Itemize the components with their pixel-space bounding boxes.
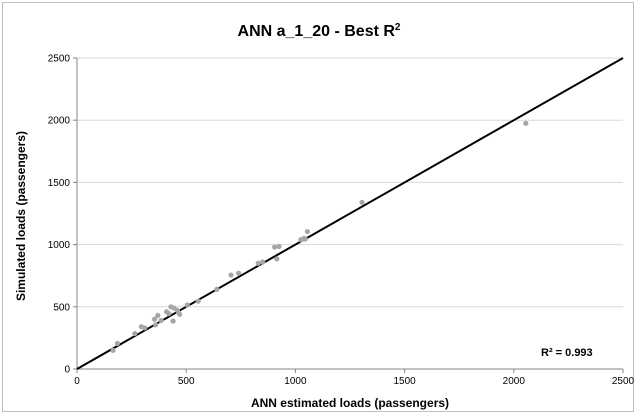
data-point [274, 256, 280, 262]
identity-line [76, 57, 624, 370]
data-point [170, 318, 176, 324]
y-axis-title: Simulated loads (passengers) [14, 131, 28, 301]
y-tick-label: 1000 [48, 240, 71, 251]
data-point [523, 120, 529, 126]
data-point [260, 259, 266, 265]
data-point [151, 316, 158, 322]
y-tick-label: 2000 [48, 116, 71, 127]
axes [73, 57, 624, 373]
x-tick-label: 1500 [393, 376, 416, 387]
x-tick-label: 0 [74, 376, 80, 387]
y-tick-label: 0 [64, 365, 70, 376]
reference-line [76, 57, 624, 370]
data-point [272, 244, 278, 250]
data-point [236, 270, 242, 276]
data-point [184, 302, 190, 308]
data-point [158, 317, 164, 324]
y-tick-label: 1500 [48, 178, 71, 189]
chart-frame: ANN a_1_20 - Best R2 0 500 1000 1500 2000 250… [2, 2, 635, 412]
data-point [153, 322, 159, 328]
x-tick-label: 500 [178, 376, 195, 387]
data-point [114, 340, 121, 347]
data-point [214, 286, 220, 292]
data-point [166, 311, 172, 317]
chart-title: ANN a_1_20 - Best R2 [238, 22, 401, 40]
y-tick-label: 2500 [48, 54, 71, 65]
data-point [304, 228, 311, 235]
data-point [142, 325, 148, 331]
scatter-chart: ANN a_1_20 - Best R2 0500100015002000250… [14, 22, 635, 410]
y-tick-label: 500 [53, 302, 70, 313]
title-superscript: 2 [395, 22, 401, 33]
data-point [276, 243, 282, 250]
tick-labels: 0 500 1000 1500 2000 2500 0 500 1000 1500 2000 2500 [48, 54, 635, 388]
data-point [228, 272, 234, 278]
x-tick-label: 2000 [503, 376, 526, 387]
data-point [255, 260, 261, 266]
data-points [110, 120, 529, 353]
r-squared-annotation: R² = 0.993 [541, 347, 593, 359]
x-tick-label: 1000 [284, 376, 307, 387]
data-point [195, 298, 201, 304]
x-tick-label: 2500 [612, 376, 635, 387]
data-point [359, 199, 365, 205]
data-point [177, 311, 183, 317]
data-point [302, 236, 308, 242]
grid-lines [77, 57, 623, 308]
x-axis-title: ANN estimated loads (passengers) [251, 396, 449, 410]
data-point [132, 330, 138, 337]
data-point [155, 312, 161, 319]
data-point [110, 347, 116, 353]
